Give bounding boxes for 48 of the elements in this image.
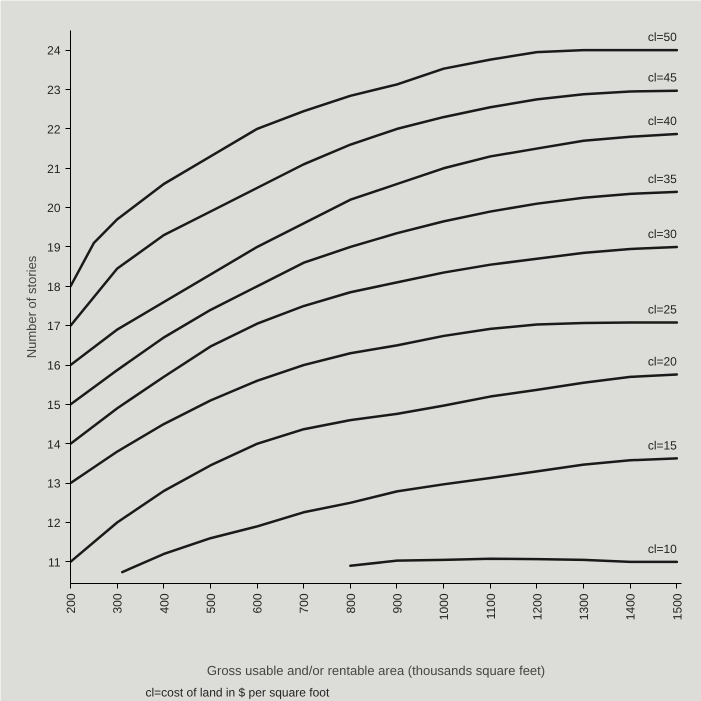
y-tick-label: 13 bbox=[47, 476, 61, 491]
x-tick-label: 300 bbox=[110, 593, 125, 614]
y-tick-label: 16 bbox=[47, 358, 61, 373]
y-tick-label: 24 bbox=[47, 44, 61, 58]
series-label: cl=35 bbox=[648, 172, 678, 186]
x-tick-label: 1400 bbox=[624, 593, 638, 620]
x-tick-label: 400 bbox=[157, 593, 172, 614]
x-tick-label: 800 bbox=[344, 593, 358, 614]
y-tick-label: 21 bbox=[47, 162, 61, 176]
line-series bbox=[70, 373, 678, 564]
x-tick-label: 600 bbox=[250, 593, 265, 614]
x-tick-label: 900 bbox=[390, 593, 404, 614]
y-tick-label: 12 bbox=[47, 516, 61, 530]
x-axis-title: Gross usable and/or rentable area (thousands square feet) bbox=[206, 663, 546, 678]
line-series bbox=[70, 190, 678, 406]
y-tick-label: 23 bbox=[47, 83, 61, 98]
y-tick-label: 11 bbox=[48, 555, 61, 570]
series-label: cl=25 bbox=[648, 302, 678, 317]
line-series bbox=[349, 557, 678, 568]
series-label: cl=50 bbox=[648, 30, 678, 44]
y-axis-title: Number of stories bbox=[24, 255, 40, 358]
y-tick-label: 20 bbox=[47, 201, 61, 216]
x-tick-label: 200 bbox=[64, 593, 78, 614]
line-series bbox=[70, 132, 678, 366]
series-label: cl=10 bbox=[648, 542, 678, 556]
series-label: cl=40 bbox=[648, 114, 678, 128]
y-tick-label: 15 bbox=[47, 398, 61, 412]
line-series bbox=[70, 89, 678, 327]
y-tick-label: 18 bbox=[47, 280, 61, 294]
x-tick-label: 700 bbox=[297, 593, 312, 614]
series-label: cl=30 bbox=[648, 226, 678, 241]
x-tick-label: 1500 bbox=[670, 593, 684, 620]
x-tick-label: 1200 bbox=[530, 593, 544, 620]
y-tick-label: 14 bbox=[47, 437, 61, 452]
series-label: cl=20 bbox=[648, 354, 678, 368]
x-tick-label: 1300 bbox=[577, 593, 592, 620]
x-tick-label: 1000 bbox=[437, 593, 452, 620]
line-series bbox=[70, 321, 678, 484]
y-tick-label: 19 bbox=[47, 240, 61, 254]
text: cl=cost of land in $ per square foot bbox=[146, 686, 330, 700]
x-tick-label: 500 bbox=[204, 593, 218, 614]
series-label: cl=45 bbox=[648, 70, 678, 85]
line-series bbox=[70, 48, 678, 288]
y-tick-label: 22 bbox=[47, 122, 61, 136]
x-tick-label: 1100 bbox=[484, 593, 498, 620]
y-tick-label: 17 bbox=[47, 319, 61, 334]
series-label: cl=15 bbox=[648, 438, 678, 452]
line-series bbox=[121, 457, 678, 574]
